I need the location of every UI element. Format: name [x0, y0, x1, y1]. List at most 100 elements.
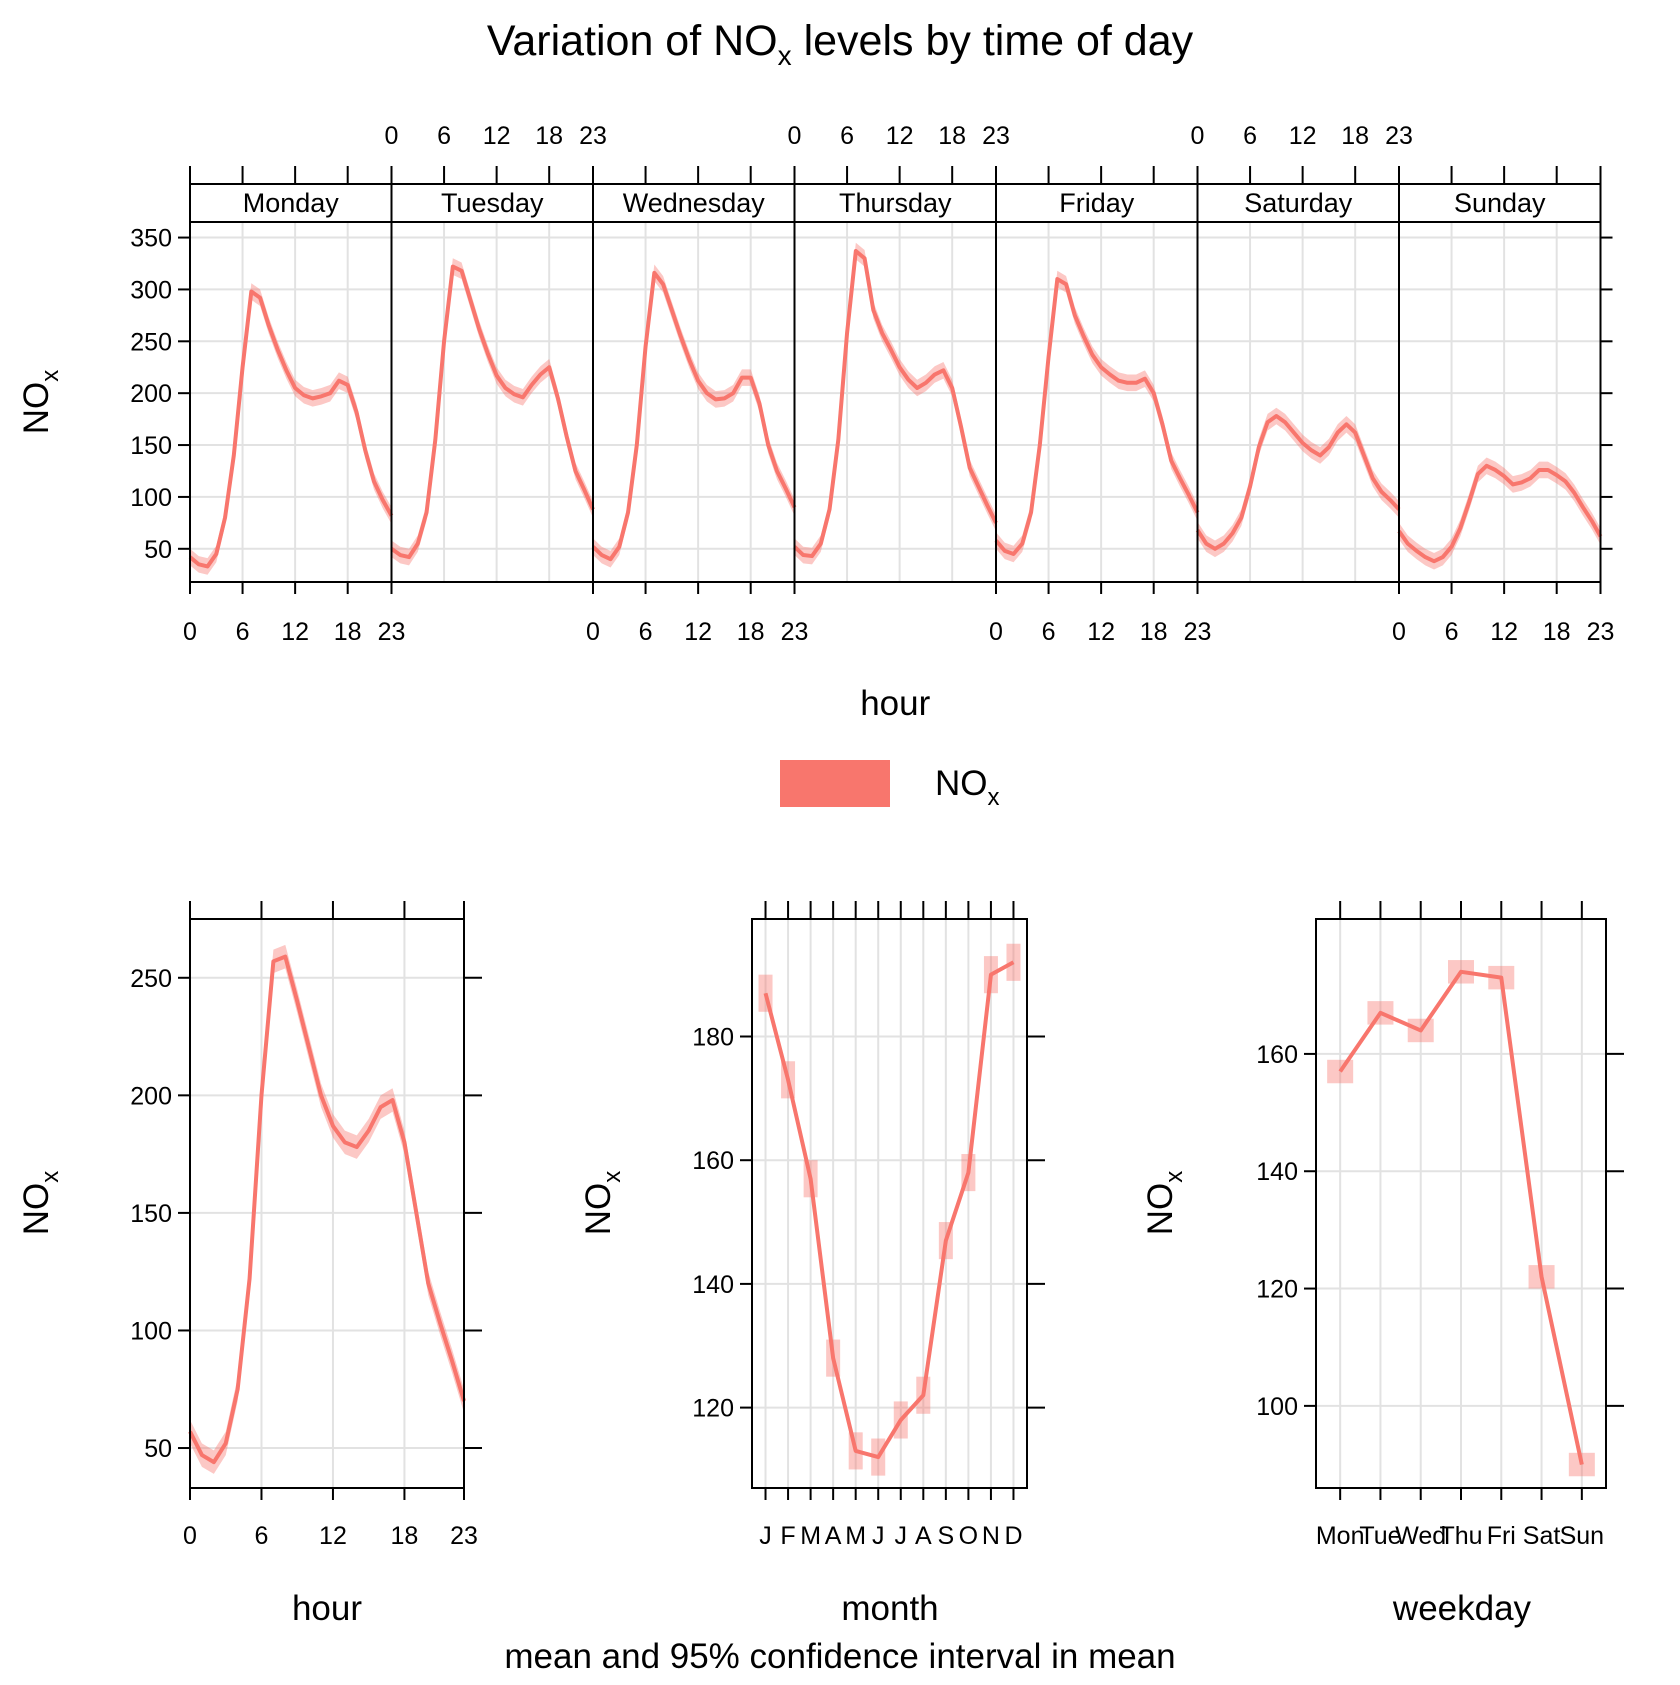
y-tick-label: 150 [130, 432, 172, 460]
y-axis-label: NOx [17, 1171, 64, 1236]
y-tick-label: 200 [130, 1082, 172, 1110]
series-line-wednesday [591, 270, 797, 562]
y-axis-label-main: NO [579, 1183, 618, 1236]
y-axis-label: NOx [579, 1171, 626, 1236]
y-tick-label: 100 [130, 484, 172, 512]
confidence-band-saturday [1197, 407, 1399, 558]
x-tick-label: 18 [334, 618, 362, 646]
y-axis-label-main: NO [17, 382, 56, 435]
strip-label: Thursday [839, 188, 952, 218]
strip-tuesday [390, 183, 594, 223]
x-tick-label: M [845, 1522, 866, 1550]
y-tick-label: 350 [130, 225, 172, 253]
series-line [188, 954, 466, 1465]
x-tick-label: J [872, 1522, 885, 1550]
x-tick-label: 12 [684, 618, 712, 646]
x-tick-label: Sat [1523, 1522, 1561, 1550]
x-tick-label: 0 [989, 618, 1003, 646]
panel-frame [189, 918, 465, 1489]
y-axis-label-sub: x [599, 1171, 626, 1183]
x-tick-label: Sun [1560, 1522, 1604, 1550]
strip-sunday [1398, 183, 1602, 223]
x-tick-label: 23 [781, 618, 809, 646]
x-tick-label: 6 [1445, 618, 1459, 646]
x-tick-label: 6 [255, 1522, 269, 1550]
x-tick-label: 12 [1289, 122, 1317, 150]
x-tick-label: 0 [788, 122, 802, 150]
y-tick-label: 50 [144, 1435, 172, 1463]
y-axis-label: NOx [1141, 1171, 1188, 1236]
x-tick-label: 6 [840, 122, 854, 150]
x-tick-label: 18 [1140, 618, 1168, 646]
legend: NOx [780, 760, 1000, 811]
x-tick-label: A [825, 1522, 842, 1550]
y-tick-label: 250 [130, 328, 172, 356]
grid [1196, 222, 1400, 582]
x-tick-label: Mon [1316, 1522, 1365, 1550]
confidence-band [190, 944, 464, 1474]
chart-title: Variation of NOx levels by time of day [487, 17, 1194, 71]
y-axis-label-sub: x [37, 1171, 64, 1183]
x-tick-label: J [895, 1522, 908, 1550]
x-tick-label: 6 [437, 122, 451, 150]
x-tick-label: A [915, 1522, 932, 1550]
y-tick-label: 250 [130, 965, 172, 993]
y-tick-label: 120 [1256, 1276, 1298, 1304]
confidence-band-sunday [1399, 457, 1601, 570]
hour-panel: 0 6 12 18 23 50 100 150 200 250 hour NOx [17, 901, 482, 1628]
x-tick-label: 6 [1042, 618, 1056, 646]
series-line-thursday [793, 249, 998, 559]
series-line-monday [188, 289, 394, 569]
grid [1398, 222, 1602, 582]
y-tick-label: 100 [1256, 1393, 1298, 1421]
x-tick-label: 6 [639, 618, 653, 646]
series-line-friday [994, 277, 1200, 556]
confidence-band-thursday [794, 242, 996, 565]
x-tick-label: J [759, 1522, 772, 1550]
series-line [1338, 969, 1584, 1465]
x-tick-label: 18 [535, 122, 563, 150]
x-tick-label: Thu [1439, 1522, 1482, 1550]
x-tick-label: 18 [1341, 122, 1369, 150]
y-tick-label: 120 [692, 1395, 734, 1423]
x-tick-label: 23 [579, 122, 607, 150]
x-tick-label: 0 [586, 618, 600, 646]
x-tick-label: 18 [1543, 618, 1571, 646]
x-tick-label: 12 [483, 122, 511, 150]
grid [189, 222, 393, 582]
y-tick-label: 140 [692, 1271, 734, 1299]
panel-frame [751, 918, 1028, 1489]
y-tick-label: 50 [144, 536, 172, 564]
strip-label: Wednesday [623, 188, 766, 218]
x-tick-label: S [938, 1522, 955, 1550]
series-line-tuesday [390, 264, 595, 560]
x-axis-label: weekday [1392, 1589, 1532, 1628]
series-line-sunday [1397, 463, 1603, 564]
x-tick-label: 12 [319, 1522, 347, 1550]
x-tick-label: 12 [1087, 618, 1115, 646]
x-tick-label: Wed [1395, 1522, 1446, 1550]
y-axis-label-main: NO [17, 1183, 56, 1236]
confidence-band-friday [996, 270, 1198, 563]
y-tick-label: 150 [130, 1200, 172, 1228]
x-tick-label: 0 [385, 122, 399, 150]
panel-frame [1398, 221, 1602, 583]
x-tick-label: Tue [1359, 1522, 1401, 1550]
y-tick-label: 100 [130, 1317, 172, 1345]
x-tick-label: 0 [183, 618, 197, 646]
legend-swatch [780, 760, 890, 807]
panel-frame [1196, 221, 1400, 583]
x-tick-label: 18 [938, 122, 966, 150]
series-line-saturday [1195, 414, 1401, 551]
grid [189, 919, 465, 1488]
x-tick-label: 0 [183, 1522, 197, 1550]
x-tick-label: 0 [1191, 122, 1205, 150]
strip-saturday [1196, 183, 1400, 223]
strip-label: Tuesday [441, 188, 544, 218]
y-axis-label-sub: x [37, 370, 64, 382]
x-tick-label: 6 [236, 618, 250, 646]
y-tick-label: 160 [1256, 1041, 1298, 1069]
